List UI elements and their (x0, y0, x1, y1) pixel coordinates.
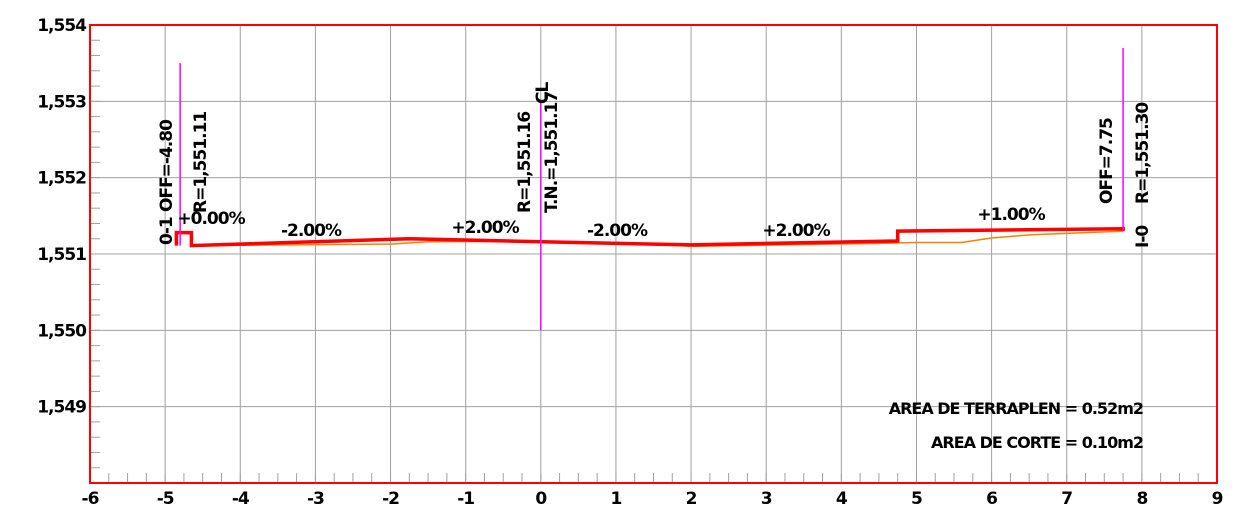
right-offset-label: OFF=7.75 (1097, 118, 1117, 204)
right-elevation-label: R=1,551.30 (1133, 102, 1153, 204)
y-tick-label: 1,549 (37, 398, 86, 418)
cut-area-label: AREA DE CORTE = 0.10m2 (931, 433, 1143, 452)
chart-frame (89, 24, 1218, 484)
y-tick-labels: 1,549 1,550 1,551 1,552 1,553 1,554 (37, 16, 88, 418)
center-ground-label: T.N.=1,551.17 (542, 92, 562, 213)
x-tick-label: 1 (611, 489, 622, 508)
x-tick-label: 2 (686, 489, 697, 508)
minor-ticks (89, 24, 1218, 484)
x-tick-label: -1 (457, 489, 474, 508)
x-tick-label: 6 (986, 489, 997, 508)
area-summary: AREA DE TERRAPLEN = 0.52m2 AREA DE CORTE… (889, 399, 1144, 452)
x-tick-label: -4 (232, 489, 250, 508)
slope-label: +2.00% (762, 221, 830, 241)
left-code-label: 0-1 (157, 217, 177, 245)
x-tick-label: 9 (1212, 489, 1223, 508)
x-tick-label: -2 (382, 489, 399, 508)
x-tick-label: 7 (1061, 489, 1072, 508)
x-tick-label: -6 (82, 489, 99, 508)
x-tick-label: 4 (836, 489, 848, 508)
slope-label: +2.00% (451, 218, 519, 238)
ground-line-layer (191, 230, 1124, 248)
y-tick-label: 1,554 (37, 16, 87, 36)
y-tick-label: 1,551 (37, 245, 86, 265)
slope-labels: -2.00% +2.00% -2.00% +2.00% +1.00% +0.00… (177, 205, 1046, 241)
slope-label: -2.00% (281, 221, 342, 241)
fill-area-label: AREA DE TERRAPLEN = 0.52m2 (889, 399, 1143, 418)
left-elevation-label: R=1,551.11 (191, 112, 211, 213)
x-tick-label: 3 (761, 489, 772, 508)
center-elevation-label: R=1,551.16 (515, 112, 535, 213)
slope-label: -2.00% (587, 221, 648, 241)
x-tick-label: 0 (535, 489, 547, 508)
x-tick-label: -3 (307, 489, 324, 508)
x-tick-label: 5 (911, 489, 922, 508)
y-tick-label: 1,550 (37, 321, 87, 341)
x-tick-labels: -6 -5 -4 -3 -2 -1 0 1 2 3 4 5 6 7 8 9 (82, 489, 1224, 508)
ground-line (191, 230, 1124, 248)
x-tick-label: 8 (1136, 489, 1147, 508)
x-tick-label: -5 (157, 489, 174, 508)
slope-label: +0.00% (177, 209, 245, 229)
offset-lines-layer (179, 47, 1124, 331)
slope-label: +1.00% (977, 205, 1045, 225)
y-tick-label: 1,553 (37, 92, 86, 112)
left-offset-label: OFF=-4.80 (157, 119, 177, 212)
right-code-label: I-0 (1133, 225, 1153, 248)
y-tick-label: 1,552 (37, 169, 86, 189)
offset-annotations: 0-1 OFF=-4.80 R=1,551.11 R=1,551.16 T.N.… (157, 82, 1153, 248)
centerline-mark: CL (533, 82, 553, 104)
